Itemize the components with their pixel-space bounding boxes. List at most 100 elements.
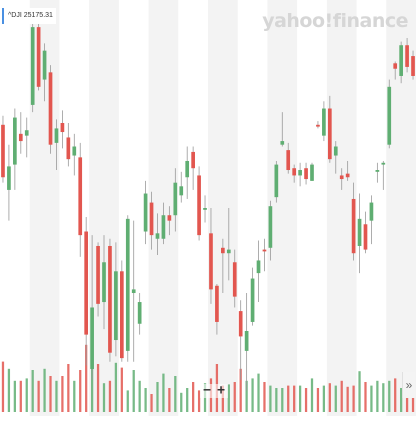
candle-up — [298, 170, 302, 176]
candle-up — [173, 182, 178, 216]
ticker-label: ^DJI 25175.31 — [2, 8, 56, 24]
candle-down — [149, 202, 154, 236]
volume-bar — [108, 380, 112, 412]
candle-down — [339, 175, 344, 180]
volume-bar — [186, 388, 189, 412]
volume-bar — [1, 361, 5, 412]
candle-up — [280, 141, 285, 145]
volume-bar — [263, 382, 266, 412]
candle-down — [304, 168, 308, 180]
candle-down — [327, 108, 332, 160]
volume-bar — [388, 380, 391, 412]
candle-up — [333, 146, 338, 156]
candle-up — [102, 262, 106, 303]
candle-down — [48, 72, 53, 145]
volume-bar — [31, 370, 34, 412]
volume-bar — [19, 380, 22, 412]
candle-down — [191, 151, 195, 169]
zoom-in-button[interactable]: + — [214, 384, 228, 398]
volume-bar — [90, 366, 94, 412]
volume-bar — [67, 364, 70, 412]
candle-down — [167, 215, 172, 221]
volume-bar — [298, 385, 302, 412]
candle-up — [131, 289, 136, 294]
candle-down — [209, 233, 213, 290]
grid-band — [208, 0, 238, 416]
scroll-right-button[interactable]: » — [402, 372, 415, 398]
candle-up — [399, 45, 403, 76]
candle-up — [114, 271, 118, 341]
candle-up — [161, 215, 166, 239]
candle-down — [119, 271, 124, 359]
volume-bar — [61, 376, 64, 412]
volume-bar — [144, 388, 147, 412]
candle-down — [215, 285, 219, 322]
candle-down — [36, 27, 41, 87]
candle-up — [226, 249, 231, 254]
candle-down — [1, 124, 5, 178]
volume-bar — [150, 394, 153, 412]
candle-up — [125, 218, 130, 351]
volume-bar — [322, 385, 326, 412]
candle-up — [387, 86, 392, 145]
volume-bar — [400, 388, 403, 412]
volume-bar — [328, 383, 331, 412]
volume-bar — [79, 370, 82, 412]
volume-bar — [37, 380, 40, 412]
volume-bar — [49, 376, 52, 412]
volume-bar — [168, 388, 171, 412]
candle-down — [78, 157, 83, 236]
candle-down — [286, 150, 291, 171]
candle-up — [369, 202, 374, 221]
candle-up — [381, 162, 386, 165]
candle-up — [42, 50, 47, 80]
yahoo-finance-logo: yahoo!finance — [262, 10, 408, 32]
candle-up — [7, 166, 11, 190]
volume-bar — [221, 385, 224, 412]
price-candles — [1, 14, 415, 391]
zoom-out-button[interactable]: − — [200, 384, 214, 398]
candle-up — [268, 206, 273, 248]
volume-bar — [293, 385, 296, 412]
volume-bar — [269, 385, 272, 412]
volume-bar — [227, 384, 230, 412]
volume-bar — [138, 380, 141, 412]
volume-bar — [192, 382, 195, 412]
candle-up — [250, 278, 255, 322]
volume-bar — [376, 380, 379, 412]
volume-bar — [114, 362, 118, 412]
volume-bar — [7, 368, 11, 412]
candle-down — [238, 311, 243, 337]
volume-bar — [174, 376, 177, 412]
candle-up — [72, 146, 77, 156]
candle-down — [221, 247, 225, 254]
candle-down — [232, 262, 237, 297]
candle-up — [30, 27, 35, 105]
candle-down — [108, 245, 112, 353]
volume-bar — [13, 380, 16, 412]
volume-bar — [233, 382, 236, 412]
background-bands — [29, 0, 416, 416]
volume-bar — [102, 383, 106, 412]
volume-bar — [346, 386, 349, 412]
volume-bar — [126, 390, 129, 412]
candle-up — [155, 233, 160, 239]
candle-down — [197, 175, 201, 236]
volume-bar — [257, 373, 260, 412]
volume-bar — [251, 378, 254, 412]
volume-bar — [197, 390, 201, 412]
volume-bar — [245, 380, 248, 412]
candle-up — [322, 108, 326, 136]
volume-bar — [310, 378, 314, 412]
candle-down — [96, 245, 100, 304]
candle-down — [411, 56, 415, 76]
volume-bar — [275, 388, 278, 412]
candle-down — [18, 133, 23, 142]
volume-bar — [358, 371, 361, 412]
candle-up — [54, 128, 59, 143]
volume-bar — [96, 364, 100, 412]
candle-down — [262, 249, 267, 252]
candle-up — [375, 170, 380, 172]
